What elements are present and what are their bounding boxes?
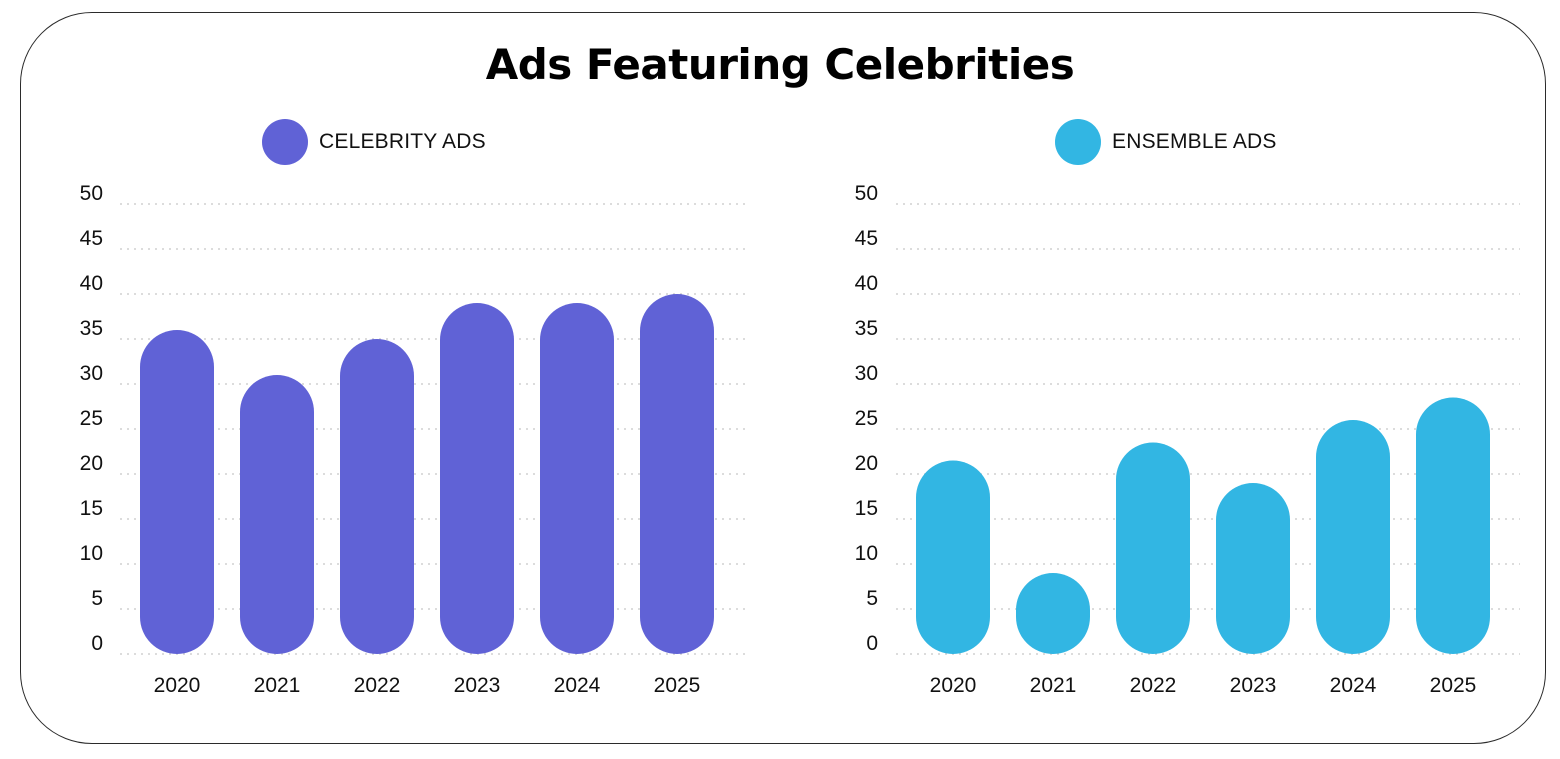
ensemble-ytick-label: 45 — [855, 227, 878, 250]
celebrity-bar-2024 — [540, 303, 614, 654]
celebrity-ytick-label: 0 — [91, 632, 103, 655]
legend-celebrity-label: CELEBRITY ADS — [319, 130, 486, 153]
ensemble-ytick-label: 10 — [855, 542, 878, 565]
celebrity-ytick-label: 5 — [91, 587, 103, 610]
ensemble-xtick-label: 2025 — [1430, 674, 1477, 697]
legend-ensemble-ads: ENSEMBLE ADS — [1055, 118, 1277, 166]
ensemble-ytick-label: 0 — [866, 632, 878, 655]
ensemble-ytick-label: 5 — [866, 587, 878, 610]
ensemble-ytick-label: 25 — [855, 407, 878, 430]
celebrity-bar-2020 — [140, 330, 214, 654]
celebrity-ytick-label: 35 — [80, 317, 103, 340]
card-frame — [20, 12, 1546, 744]
ensemble-bar-2023 — [1216, 483, 1290, 654]
celebrity-xtick-label: 2024 — [554, 674, 601, 697]
ensemble-bar-2020 — [916, 460, 990, 654]
ensemble-bar-2024 — [1316, 420, 1390, 654]
celebrity-ytick-label: 30 — [80, 362, 103, 385]
ensemble-ytick-label: 40 — [855, 272, 878, 295]
legend-celebrity-ads: CELEBRITY ADS — [262, 118, 486, 166]
ensemble-ytick-label: 30 — [855, 362, 878, 385]
celebrity-bar-2025 — [640, 294, 714, 654]
celebrity-ytick-label: 50 — [80, 182, 103, 205]
celebrity-ytick-label: 45 — [80, 227, 103, 250]
ensemble-bar-2021 — [1016, 573, 1090, 654]
celebrity-xtick-label: 2025 — [654, 674, 701, 697]
celebrity-bar-2023 — [440, 303, 514, 654]
celebrity-bar-2021 — [240, 375, 314, 654]
celebrity-xtick-label: 2021 — [254, 674, 301, 697]
ensemble-ytick-label: 50 — [855, 182, 878, 205]
ensemble-xtick-label: 2020 — [930, 674, 977, 697]
ensemble-ytick-label: 15 — [855, 497, 878, 520]
ensemble-xtick-label: 2024 — [1330, 674, 1377, 697]
celebrity-ytick-label: 40 — [80, 272, 103, 295]
celebrity-xtick-label: 2020 — [154, 674, 201, 697]
ensemble-bar-2025 — [1416, 397, 1490, 654]
legend-celebrity-dot — [262, 119, 308, 165]
celebrity-xtick-label: 2023 — [454, 674, 501, 697]
celebrity-bar-2022 — [340, 339, 414, 654]
celebrity-ytick-label: 10 — [80, 542, 103, 565]
ensemble-ytick-label: 35 — [855, 317, 878, 340]
celebrity-ytick-label: 25 — [80, 407, 103, 430]
celebrity-xtick-label: 2022 — [354, 674, 401, 697]
legend-ensemble-label: ENSEMBLE ADS — [1112, 130, 1277, 153]
ensemble-ytick-label: 20 — [855, 452, 878, 475]
ensemble-xtick-label: 2022 — [1130, 674, 1177, 697]
legend-ensemble-dot — [1055, 119, 1101, 165]
celebrity-ytick-label: 20 — [80, 452, 103, 475]
ensemble-xtick-label: 2021 — [1030, 674, 1077, 697]
ensemble-bar-2022 — [1116, 442, 1190, 654]
celebrity-ytick-label: 15 — [80, 497, 103, 520]
ensemble-xtick-label: 2023 — [1230, 674, 1277, 697]
chart-title: Ads Featuring Celebrities — [485, 40, 1075, 89]
